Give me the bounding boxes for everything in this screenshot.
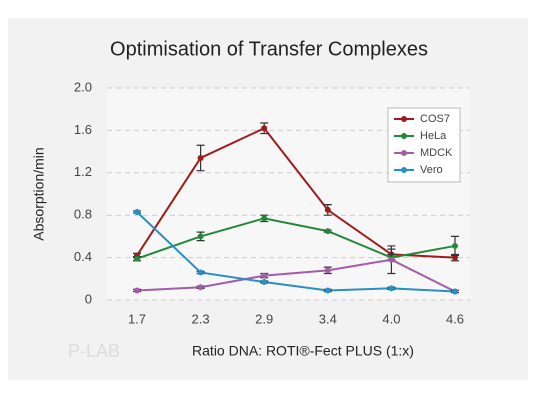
marker — [261, 125, 268, 132]
x-tick-label: 3.4 — [319, 311, 337, 326]
y-tick-label: 0.4 — [74, 249, 92, 264]
marker — [261, 272, 268, 279]
marker — [134, 255, 140, 262]
marker — [261, 278, 268, 285]
chart-title: Optimisation of Transfer Complexes — [110, 38, 428, 60]
marker — [452, 242, 458, 249]
marker — [388, 256, 395, 263]
x-tick-label: 2.3 — [192, 311, 210, 326]
marker — [134, 209, 140, 216]
legend-label: HeLa — [420, 130, 447, 142]
series-line — [136, 211, 456, 293]
marker — [452, 254, 458, 261]
legend-label: MDCK — [420, 147, 453, 159]
legend-marker — [401, 167, 407, 173]
series-line — [136, 258, 456, 293]
marker — [452, 288, 458, 295]
legend-label: COS7 — [420, 113, 450, 125]
marker — [324, 228, 331, 235]
y-tick-label: 1.2 — [74, 164, 92, 179]
marker — [197, 154, 204, 161]
legend-marker — [401, 116, 407, 122]
marker — [134, 287, 140, 294]
x-axis-label: Ratio DNA: ROTI®-Fect PLUS (1:x) — [192, 343, 414, 359]
y-tick-label: 0.8 — [74, 207, 92, 222]
legend-marker — [401, 150, 407, 156]
y-tick-label: 1.6 — [74, 122, 92, 137]
x-tick-label: 4.6 — [446, 311, 464, 326]
marker — [197, 284, 204, 291]
marker — [261, 215, 268, 222]
marker — [388, 285, 395, 292]
x-tick-label: 4.0 — [382, 311, 400, 326]
series-line — [136, 217, 456, 260]
y-tick-label: 2.0 — [74, 79, 92, 94]
marker — [324, 206, 331, 213]
marker — [197, 233, 204, 240]
y-tick-label: 0 — [85, 291, 92, 306]
y-axis-label: Absorption/min — [31, 147, 47, 240]
legend-label: Vero — [420, 164, 443, 176]
legend-marker — [401, 133, 407, 139]
watermark: P-LAB — [68, 341, 120, 361]
marker — [324, 267, 331, 274]
x-tick-label: 1.7 — [128, 311, 146, 326]
x-tick-label: 2.9 — [255, 311, 273, 326]
marker — [197, 269, 204, 276]
marker — [324, 287, 331, 294]
